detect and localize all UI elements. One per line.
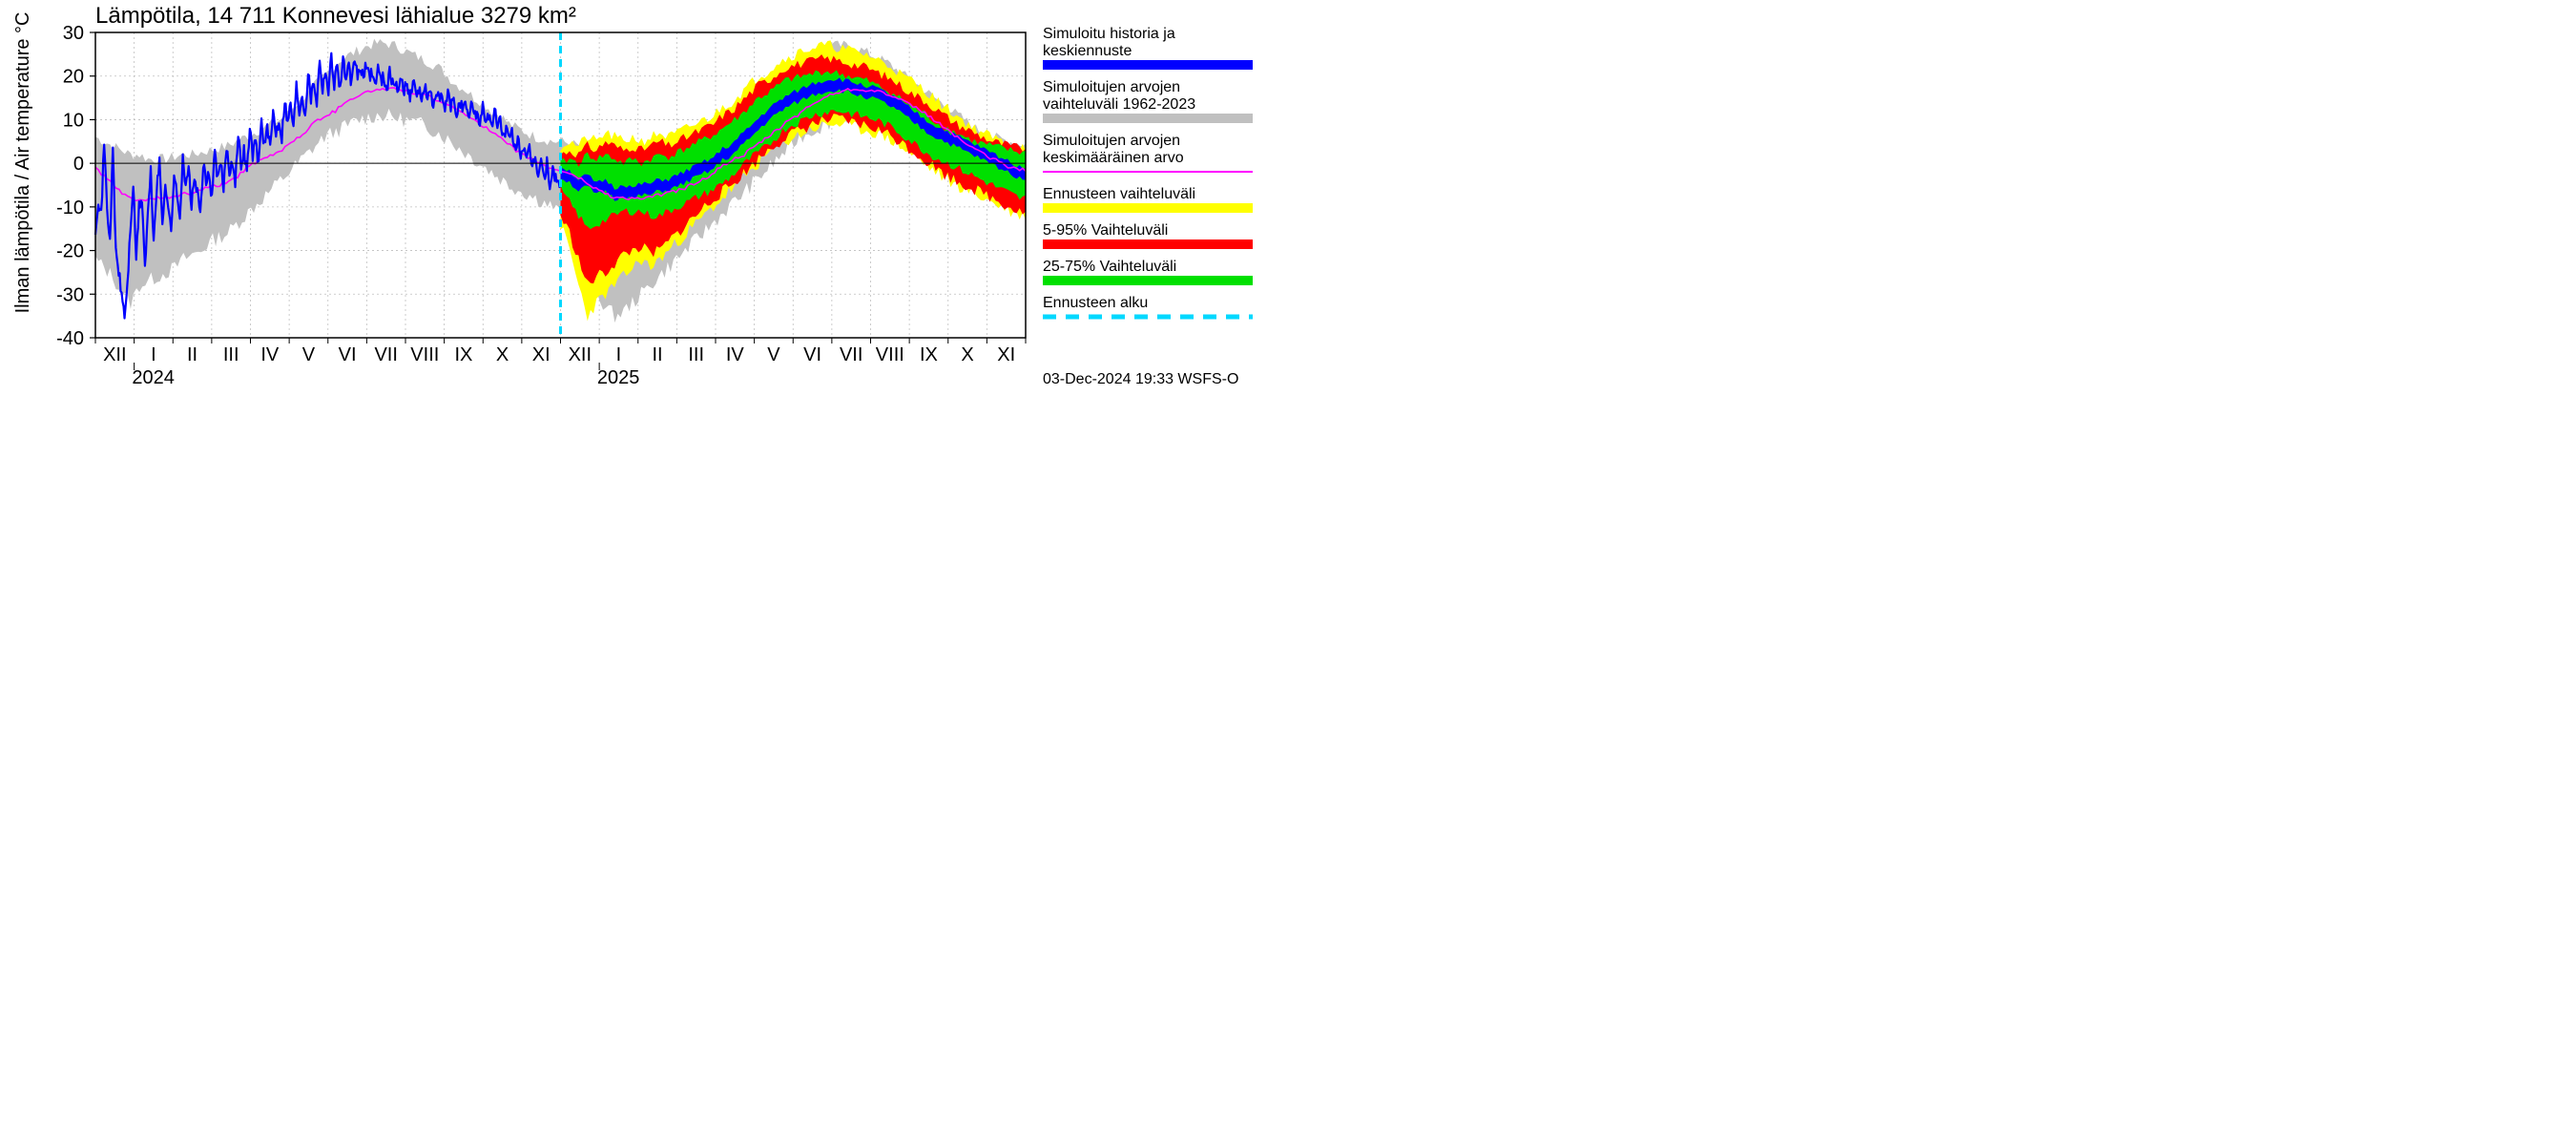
legend-label: vaihteluväli 1962-2023 (1043, 96, 1195, 113)
x-month-label: III (223, 344, 239, 365)
x-month-label: IV (260, 344, 280, 365)
x-month-label: VIII (410, 344, 439, 365)
legend-label: 5-95% Vaihteluväli (1043, 222, 1168, 239)
x-month-label: VI (339, 344, 357, 365)
x-month-label: II (653, 344, 663, 365)
y-tick-label: 30 (63, 23, 84, 44)
legend-swatch (1043, 60, 1253, 70)
legend-label: Ennusteen vaihteluväli (1043, 186, 1195, 202)
x-year-label: 2025 (597, 367, 640, 388)
legend-swatch (1043, 276, 1253, 285)
legend-label: Simuloitujen arvojen (1043, 133, 1180, 149)
y-tick-label: 20 (63, 67, 84, 88)
footer-timestamp: 03-Dec-2024 19:33 WSFS-O (1043, 371, 1238, 387)
legend-label: keskiennuste (1043, 43, 1132, 59)
y-tick-label: -20 (56, 241, 84, 262)
x-month-label: IV (726, 344, 745, 365)
y-tick-label: 10 (63, 110, 84, 131)
x-month-label: XI (532, 344, 551, 365)
y-tick-label: -40 (56, 328, 84, 349)
x-month-label: III (688, 344, 704, 365)
chart-svg: -40-30-20-100102030XIIIIIIIIIVVVIVIIVIII… (0, 0, 1431, 635)
legend-label: keskimääräinen arvo (1043, 150, 1184, 166)
y-tick-label: -10 (56, 198, 84, 219)
legend-label: 25-75% Vaihteluväli (1043, 259, 1176, 275)
x-month-label: V (302, 344, 316, 365)
legend: Simuloitu historia jakeskiennuste Simuloi… (1043, 26, 1253, 317)
x-month-label: VII (840, 344, 862, 365)
legend-label: Simuloitujen arvojen (1043, 79, 1180, 95)
y-tick-label: 0 (73, 154, 84, 175)
y-tick-label: -30 (56, 284, 84, 305)
legend-swatch (1043, 203, 1253, 213)
x-month-label: V (767, 344, 780, 365)
chart-container: -40-30-20-100102030XIIIIIIIIIVVVIVIIVIII… (0, 0, 1431, 635)
x-month-label: I (151, 344, 156, 365)
chart-title: Lämpötila, 14 711 Konnevesi lähialue 327… (95, 3, 576, 29)
x-month-label: X (496, 344, 509, 365)
x-year-label: 2024 (132, 367, 175, 388)
x-month-label: I (616, 344, 622, 365)
x-month-label: VII (374, 344, 397, 365)
x-month-label: IX (920, 344, 938, 365)
y-axis-label: Ilman lämpötila / Air temperature °C (12, 11, 33, 313)
x-month-label: X (961, 344, 973, 365)
legend-label: Simuloitu historia ja (1043, 26, 1175, 42)
legend-label: Ennusteen alku (1043, 295, 1148, 311)
legend-swatch (1043, 239, 1253, 249)
x-month-label: XII (103, 344, 126, 365)
x-month-label: VI (803, 344, 821, 365)
x-month-label: VIII (876, 344, 904, 365)
x-month-label: II (187, 344, 197, 365)
x-month-label: XI (997, 344, 1015, 365)
x-month-label: XII (569, 344, 592, 365)
legend-swatch (1043, 114, 1253, 123)
x-month-label: IX (454, 344, 472, 365)
